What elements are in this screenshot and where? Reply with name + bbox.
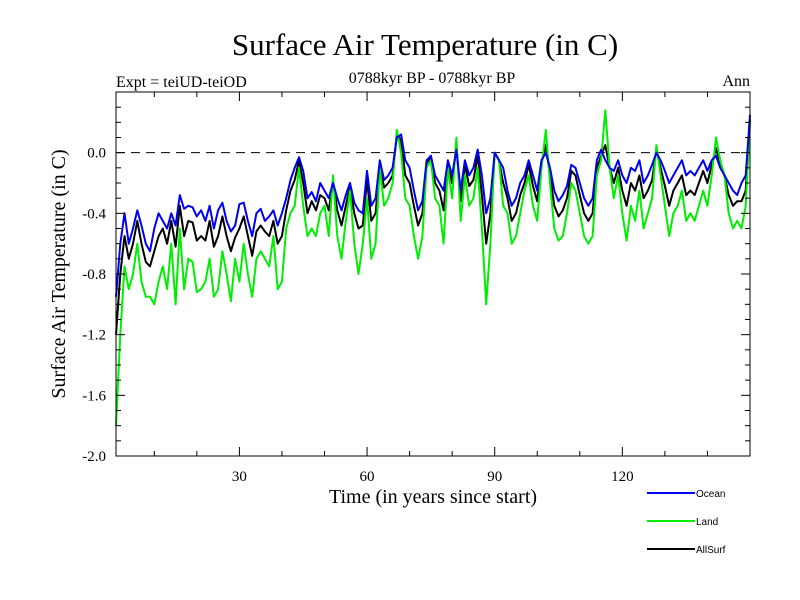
series-layer [115,109,751,426]
y-tick-label: -0.8 [82,267,106,283]
legend-label-land: Land [696,517,718,528]
x-tick-label: 90 [487,469,502,485]
x-tick-label: 30 [232,469,247,485]
y-axis-label: Surface Air Temperature (in C) [48,149,70,398]
chart-title: Surface Air Temperature (in C) [232,27,618,62]
legend: Ocean Land AllSurf [647,489,726,556]
season-label: Ann [722,73,750,90]
y-tick-label: -1.2 [82,328,106,344]
x-tick-label: 60 [360,469,375,485]
y-tick-label: -2.0 [82,449,106,465]
legend-label-ocean: Ocean [696,489,725,500]
y-tick-label: -1.6 [82,388,106,404]
ticks-layer: 30 60 90 120 -2.0 -1.6 -1.2 -0.8 -0.4 0.0 [82,91,751,485]
y-tick-label: -0.4 [82,206,106,222]
y-tick-label: 0.0 [87,146,106,162]
legend-label-allsurf: AllSurf [696,545,726,556]
period-label: 0788kyr BP - 0788kyr BP [349,70,516,87]
x-tick-label: 120 [611,469,634,485]
series-line-land [115,109,751,426]
experiment-label: Expt = teiUD-teiOD [116,74,247,91]
series-line-ocean [115,114,751,297]
x-axis-label: Time (in years since start) [329,486,537,508]
